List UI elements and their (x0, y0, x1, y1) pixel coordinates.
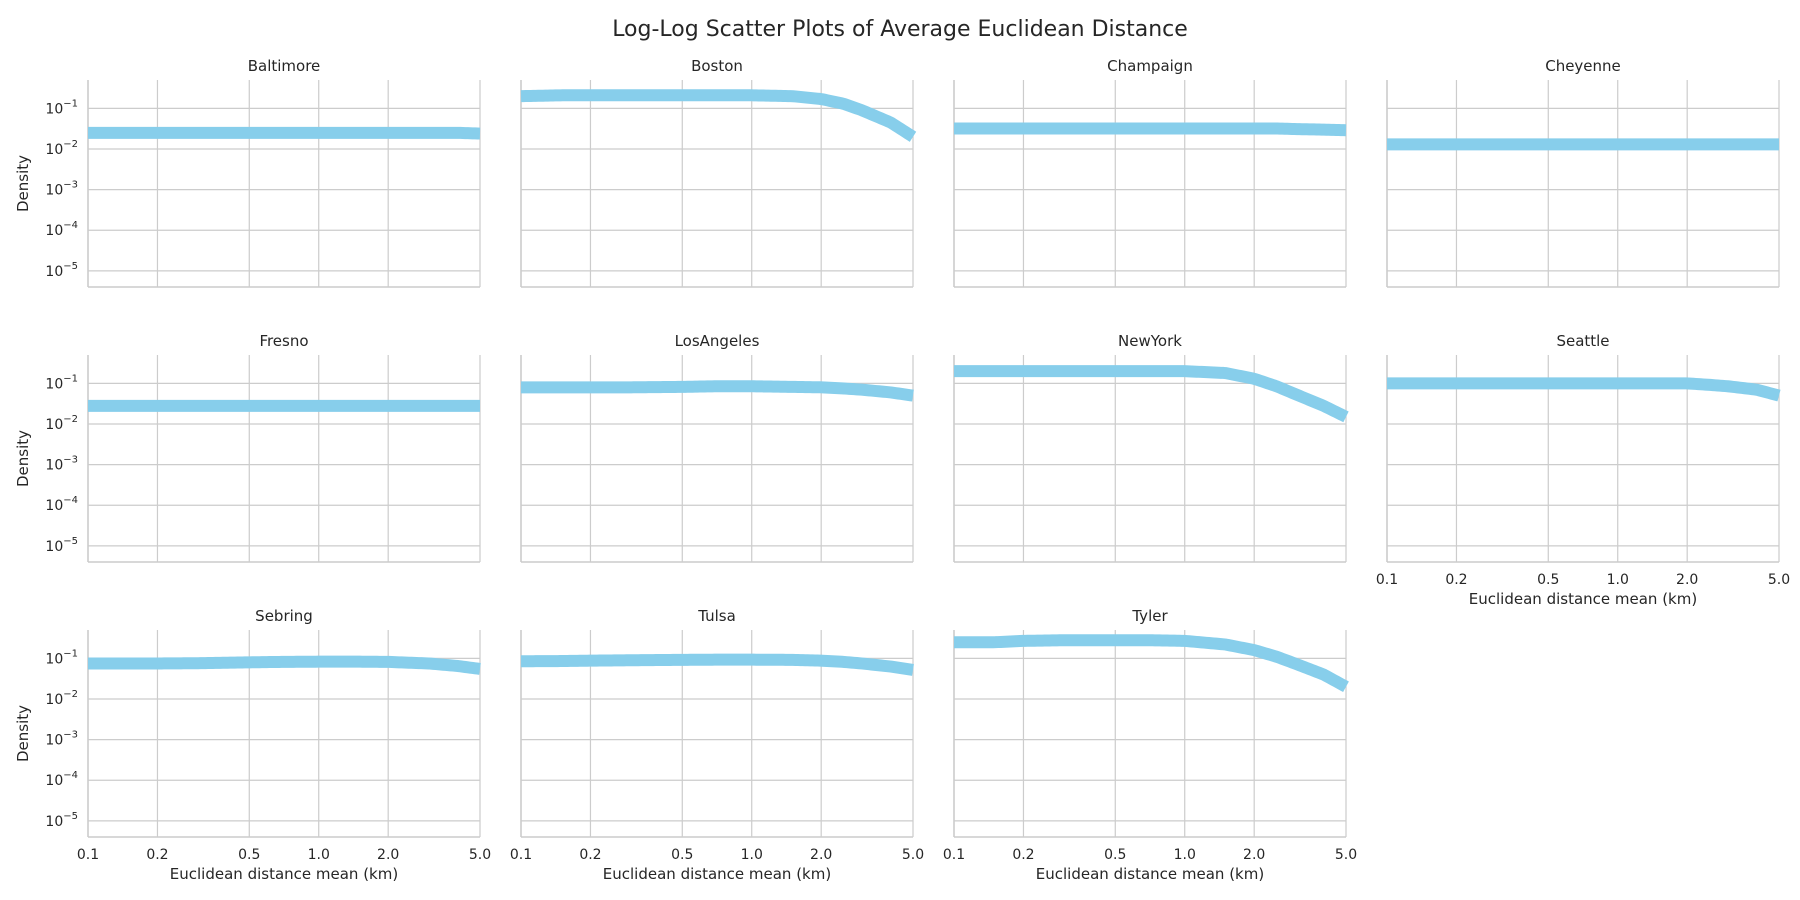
panel-title: Boston (691, 57, 743, 75)
x-tick-label: 0.1 (943, 847, 965, 863)
panel-title: NewYork (1118, 332, 1182, 350)
x-tick-label: 0.5 (238, 847, 260, 863)
x-axis-label: Euclidean distance mean (km) (603, 865, 831, 883)
panel-champaign: Champaign (950, 57, 1350, 288)
scatter-points (950, 365, 1350, 423)
x-tick-label: 1.0 (741, 847, 763, 863)
y-axis-label: Density (14, 430, 32, 487)
x-tick-label: 5.0 (1335, 847, 1357, 863)
panel-losangeles: LosAngeles (517, 332, 917, 563)
panel-newyork: NewYork (950, 332, 1350, 563)
x-tick-label: 1.0 (308, 847, 330, 863)
y-tick-label: 10−2 (45, 139, 78, 158)
x-tick-label: 2.0 (377, 847, 399, 863)
y-tick-label: 10−3 (45, 730, 78, 749)
scatter-points (1383, 377, 1783, 402)
panel-title: LosAngeles (675, 332, 760, 350)
panel-tulsa: Tulsa 0.1 0.2 0.5 1.0 2.0 5.0 Euclidean distanc… (510, 607, 924, 883)
panel-cheyenne: Cheyenne (1383, 57, 1783, 288)
panel-baltimore: Baltimore 10−1 10−2 10−3 10−4 10−5 Density (14, 57, 484, 288)
x-tick-label: 0.2 (579, 847, 601, 863)
panels: Baltimore 10−1 10−2 10−3 10−4 10−5 Density Bost… (14, 57, 1790, 883)
y-tick-label: 10−2 (45, 414, 78, 433)
x-tick-label: 5.0 (1768, 572, 1790, 588)
scatter-points (84, 126, 484, 140)
x-axis-label: Euclidean distance mean (km) (1036, 865, 1264, 883)
x-tick-label: 0.5 (671, 847, 693, 863)
x-tick-label: 2.0 (1676, 572, 1698, 588)
panel-seattle: Seattle 0.1 0.2 0.5 1.0 2.0 5.0 Euclidean dista… (1376, 332, 1790, 608)
x-tick-label: 1.0 (1174, 847, 1196, 863)
panel-title: Sebring (255, 607, 313, 625)
y-tick-label: 10−4 (45, 220, 78, 239)
x-tick-label: 2.0 (810, 847, 832, 863)
y-tick-label: 10−4 (45, 770, 78, 789)
panel-title: Cheyenne (1545, 57, 1621, 75)
y-tick-label: 10−1 (45, 648, 78, 667)
scatter-points (84, 655, 484, 675)
x-axis-label: Euclidean distance mean (km) (170, 865, 398, 883)
scatter-points (517, 89, 917, 142)
y-tick-label: 10−4 (45, 495, 78, 514)
y-tick-label: 10−5 (45, 261, 78, 280)
panel-title: Baltimore (248, 57, 321, 75)
x-tick-label: 0.2 (1445, 572, 1467, 588)
y-axis-label: Density (14, 155, 32, 212)
x-tick-label: 0.1 (77, 847, 99, 863)
x-tick-label: 1.0 (1607, 572, 1629, 588)
x-tick-label: 2.0 (1243, 847, 1265, 863)
panel-sebring: Sebring 10−1 10−2 10−3 10−4 10−5 Density 0.1 0.2… (14, 607, 491, 883)
scatter-points (950, 122, 1350, 137)
y-tick-label: 10−1 (45, 373, 78, 392)
panel-title: Tyler (1131, 607, 1168, 625)
y-tick-label: 10−1 (45, 98, 78, 117)
figure-title: Log-Log Scatter Plots of Average Euclide… (612, 17, 1188, 42)
y-tick-label: 10−5 (45, 536, 78, 555)
y-axis-label: Density (14, 705, 32, 762)
panel-title: Tulsa (697, 607, 736, 625)
panel-tyler: Tyler 0.1 0.2 0.5 1.0 2.0 5.0 Euclidean distanc… (943, 607, 1357, 883)
x-tick-label: 0.1 (510, 847, 532, 863)
x-tick-label: 0.2 (146, 847, 168, 863)
x-tick-label: 0.5 (1104, 847, 1126, 863)
x-tick-label: 0.2 (1012, 847, 1034, 863)
panel-title: Champaign (1107, 57, 1193, 75)
y-tick-label: 10−3 (45, 180, 78, 199)
x-tick-label: 0.5 (1537, 572, 1559, 588)
x-tick-label: 0.1 (1376, 572, 1398, 588)
scatter-points (950, 634, 1350, 693)
x-axis-label: Euclidean distance mean (km) (1469, 590, 1697, 608)
x-tick-label: 5.0 (902, 847, 924, 863)
y-tick-label: 10−2 (45, 689, 78, 708)
scatter-points (517, 653, 917, 676)
panel-title: Fresno (259, 332, 308, 350)
scatter-points (517, 380, 917, 402)
y-tick-label: 10−5 (45, 811, 78, 830)
panel-boston: Boston (517, 57, 917, 288)
panel-title: Seattle (1556, 332, 1609, 350)
x-tick-label: 5.0 (469, 847, 491, 863)
y-tick-label: 10−3 (45, 455, 78, 474)
panel-fresno: Fresno 10−1 10−2 10−3 10−4 10−5 Density (14, 332, 484, 563)
